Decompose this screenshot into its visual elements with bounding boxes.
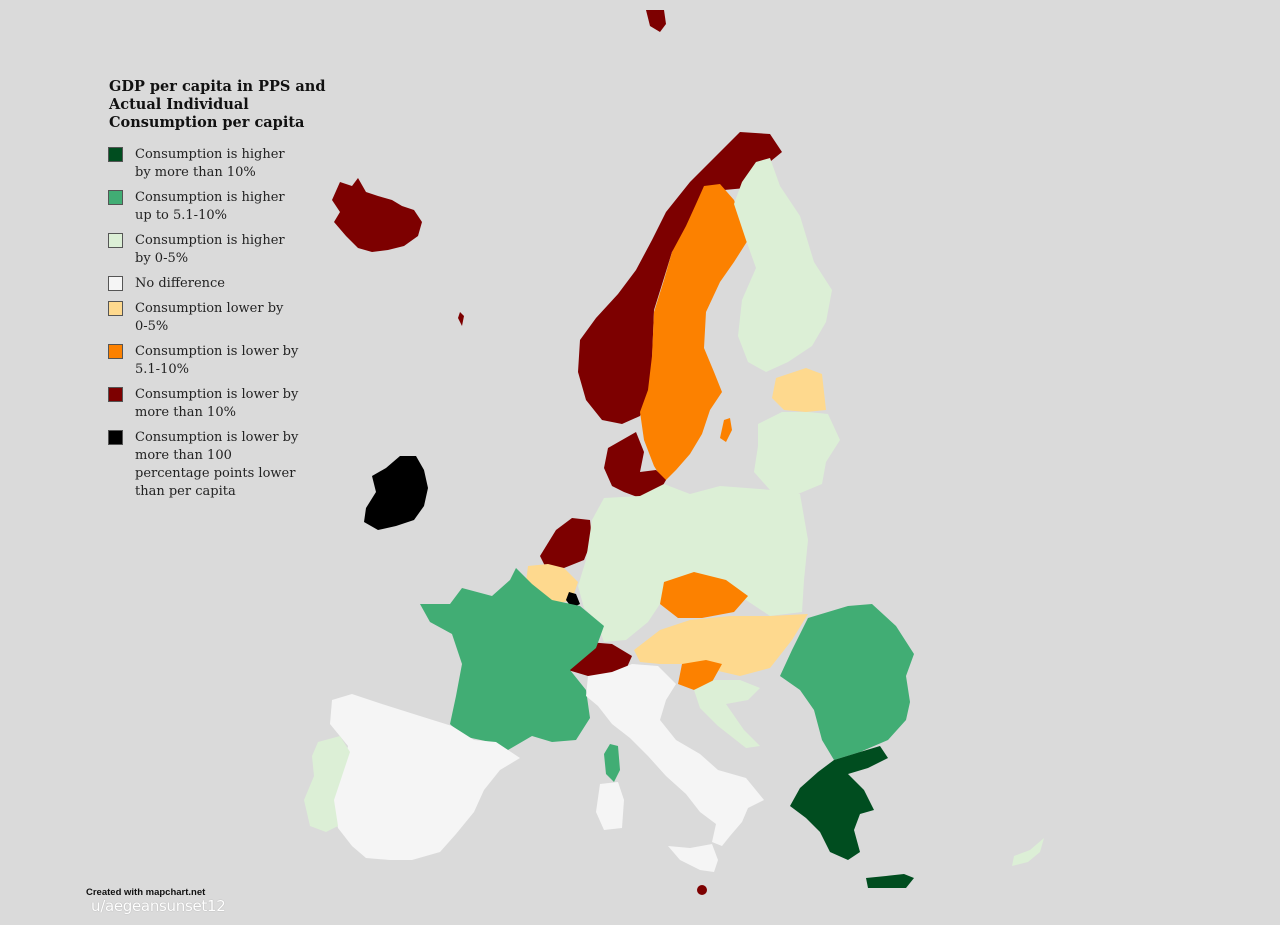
- legend-label: Consumption is lower by: [135, 430, 299, 445]
- country-estonia: [772, 368, 826, 412]
- legend-swatch: [108, 301, 123, 316]
- legend-label: Consumption is higher: [135, 233, 285, 248]
- legend-swatch: [108, 344, 123, 359]
- country-greece: [790, 746, 888, 860]
- legend-label: than per capita: [135, 484, 236, 499]
- island-crete: [866, 874, 914, 888]
- country-sweden: [640, 184, 748, 482]
- country-norway: [578, 132, 782, 424]
- island-gotland: [720, 418, 732, 442]
- country-belgium: [526, 564, 578, 604]
- country-portugal: [304, 736, 350, 832]
- country-latvia-lithuania: [754, 412, 840, 494]
- island-corsica: [604, 744, 620, 782]
- legend-label: up to 5.1-10%: [135, 208, 227, 223]
- legend-label: Consumption is higher: [135, 190, 285, 205]
- legend-item-lower-gt10: Consumption is lower by more than 10%: [108, 386, 338, 422]
- country-spain: [330, 694, 520, 860]
- legend-item-lower-5-10: Consumption is lower by 5.1-10%: [108, 343, 338, 379]
- country-iceland: [332, 178, 422, 252]
- legend-label: Consumption lower by: [135, 301, 284, 316]
- legend-label: more than 10%: [135, 405, 236, 420]
- country-austria-hungary: [634, 614, 808, 676]
- legend: Consumption is higher by more than 10% C…: [108, 146, 338, 508]
- island-malta: [697, 885, 707, 895]
- legend-swatch: [108, 147, 123, 162]
- country-germany-poland: [578, 484, 808, 642]
- legend-label: more than 100: [135, 448, 232, 463]
- country-croatia: [694, 680, 760, 748]
- legend-label: Consumption is lower by: [135, 387, 299, 402]
- legend-item-higher-0-5: Consumption is higher by 0-5%: [108, 232, 338, 268]
- legend-item-lower-0-5: Consumption lower by 0-5%: [108, 300, 338, 336]
- legend-label: Consumption is higher: [135, 147, 285, 162]
- country-slovenia: [678, 660, 722, 690]
- legend-label: Consumption is lower by: [135, 344, 299, 359]
- map-title: GDP per capita in PPS and Actual Individ…: [109, 78, 329, 132]
- country-ireland: [364, 456, 428, 530]
- legend-item-no-difference: No difference: [108, 275, 338, 293]
- legend-item-higher-5-10: Consumption is higher up to 5.1-10%: [108, 189, 338, 225]
- island-sardinia: [596, 782, 624, 830]
- country-france: [420, 568, 604, 750]
- legend-swatch: [108, 190, 123, 205]
- legend-swatch: [108, 387, 123, 402]
- legend-label: by more than 10%: [135, 165, 256, 180]
- title-line-3: Consumption per capita: [109, 114, 305, 131]
- legend-item-lower-gt100: Consumption is lower by more than 100 pe…: [108, 429, 338, 501]
- legend-label: by 0-5%: [135, 251, 189, 266]
- country-finland: [734, 158, 832, 372]
- legend-item-higher-gt10: Consumption is higher by more than 10%: [108, 146, 338, 182]
- title-line-2: Actual Individual: [109, 96, 249, 113]
- title-line-1: GDP per capita in PPS and: [109, 78, 326, 95]
- legend-label: 0-5%: [135, 319, 169, 334]
- island-sicily: [668, 844, 718, 872]
- country-denmark: [604, 432, 666, 498]
- country-czechia: [660, 572, 748, 618]
- island-faroe: [458, 312, 464, 326]
- legend-label: 5.1-10%: [135, 362, 189, 377]
- author-signature: u/aegeansunset12: [91, 897, 226, 915]
- legend-label: percentage points lower: [135, 466, 296, 481]
- legend-swatch: [108, 430, 123, 445]
- legend-label: No difference: [135, 276, 225, 291]
- legend-swatch: [108, 276, 123, 291]
- country-italy: [586, 664, 764, 846]
- country-romania-bulgaria: [780, 604, 914, 760]
- island-svalbard: [646, 10, 666, 32]
- country-netherlands: [540, 518, 592, 568]
- credit-text: Created with mapchart.net: [86, 887, 206, 898]
- legend-swatch: [108, 233, 123, 248]
- island-cyprus: [1012, 838, 1044, 866]
